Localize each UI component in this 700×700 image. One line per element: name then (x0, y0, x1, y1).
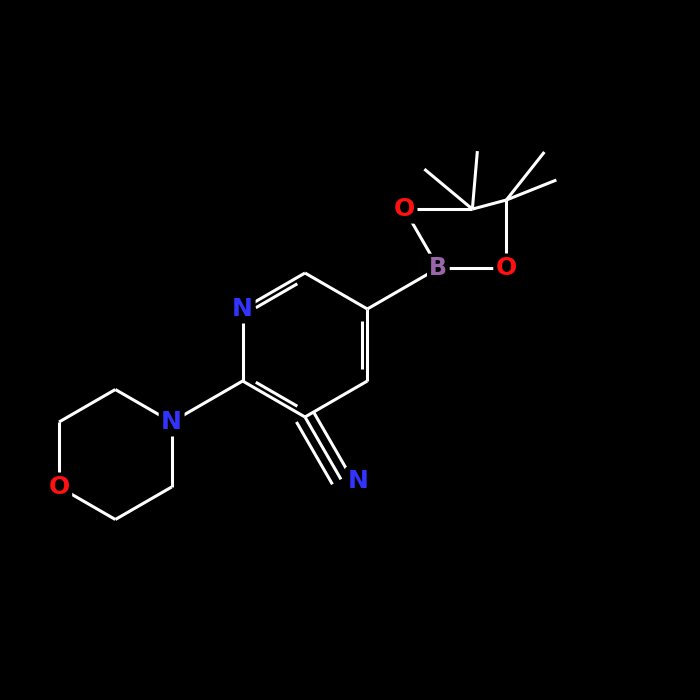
Text: N: N (161, 410, 182, 434)
Text: O: O (496, 256, 517, 280)
Text: N: N (348, 470, 368, 494)
Text: B: B (429, 256, 447, 280)
Text: O: O (393, 197, 415, 221)
Text: N: N (232, 297, 253, 321)
Text: O: O (48, 475, 70, 499)
